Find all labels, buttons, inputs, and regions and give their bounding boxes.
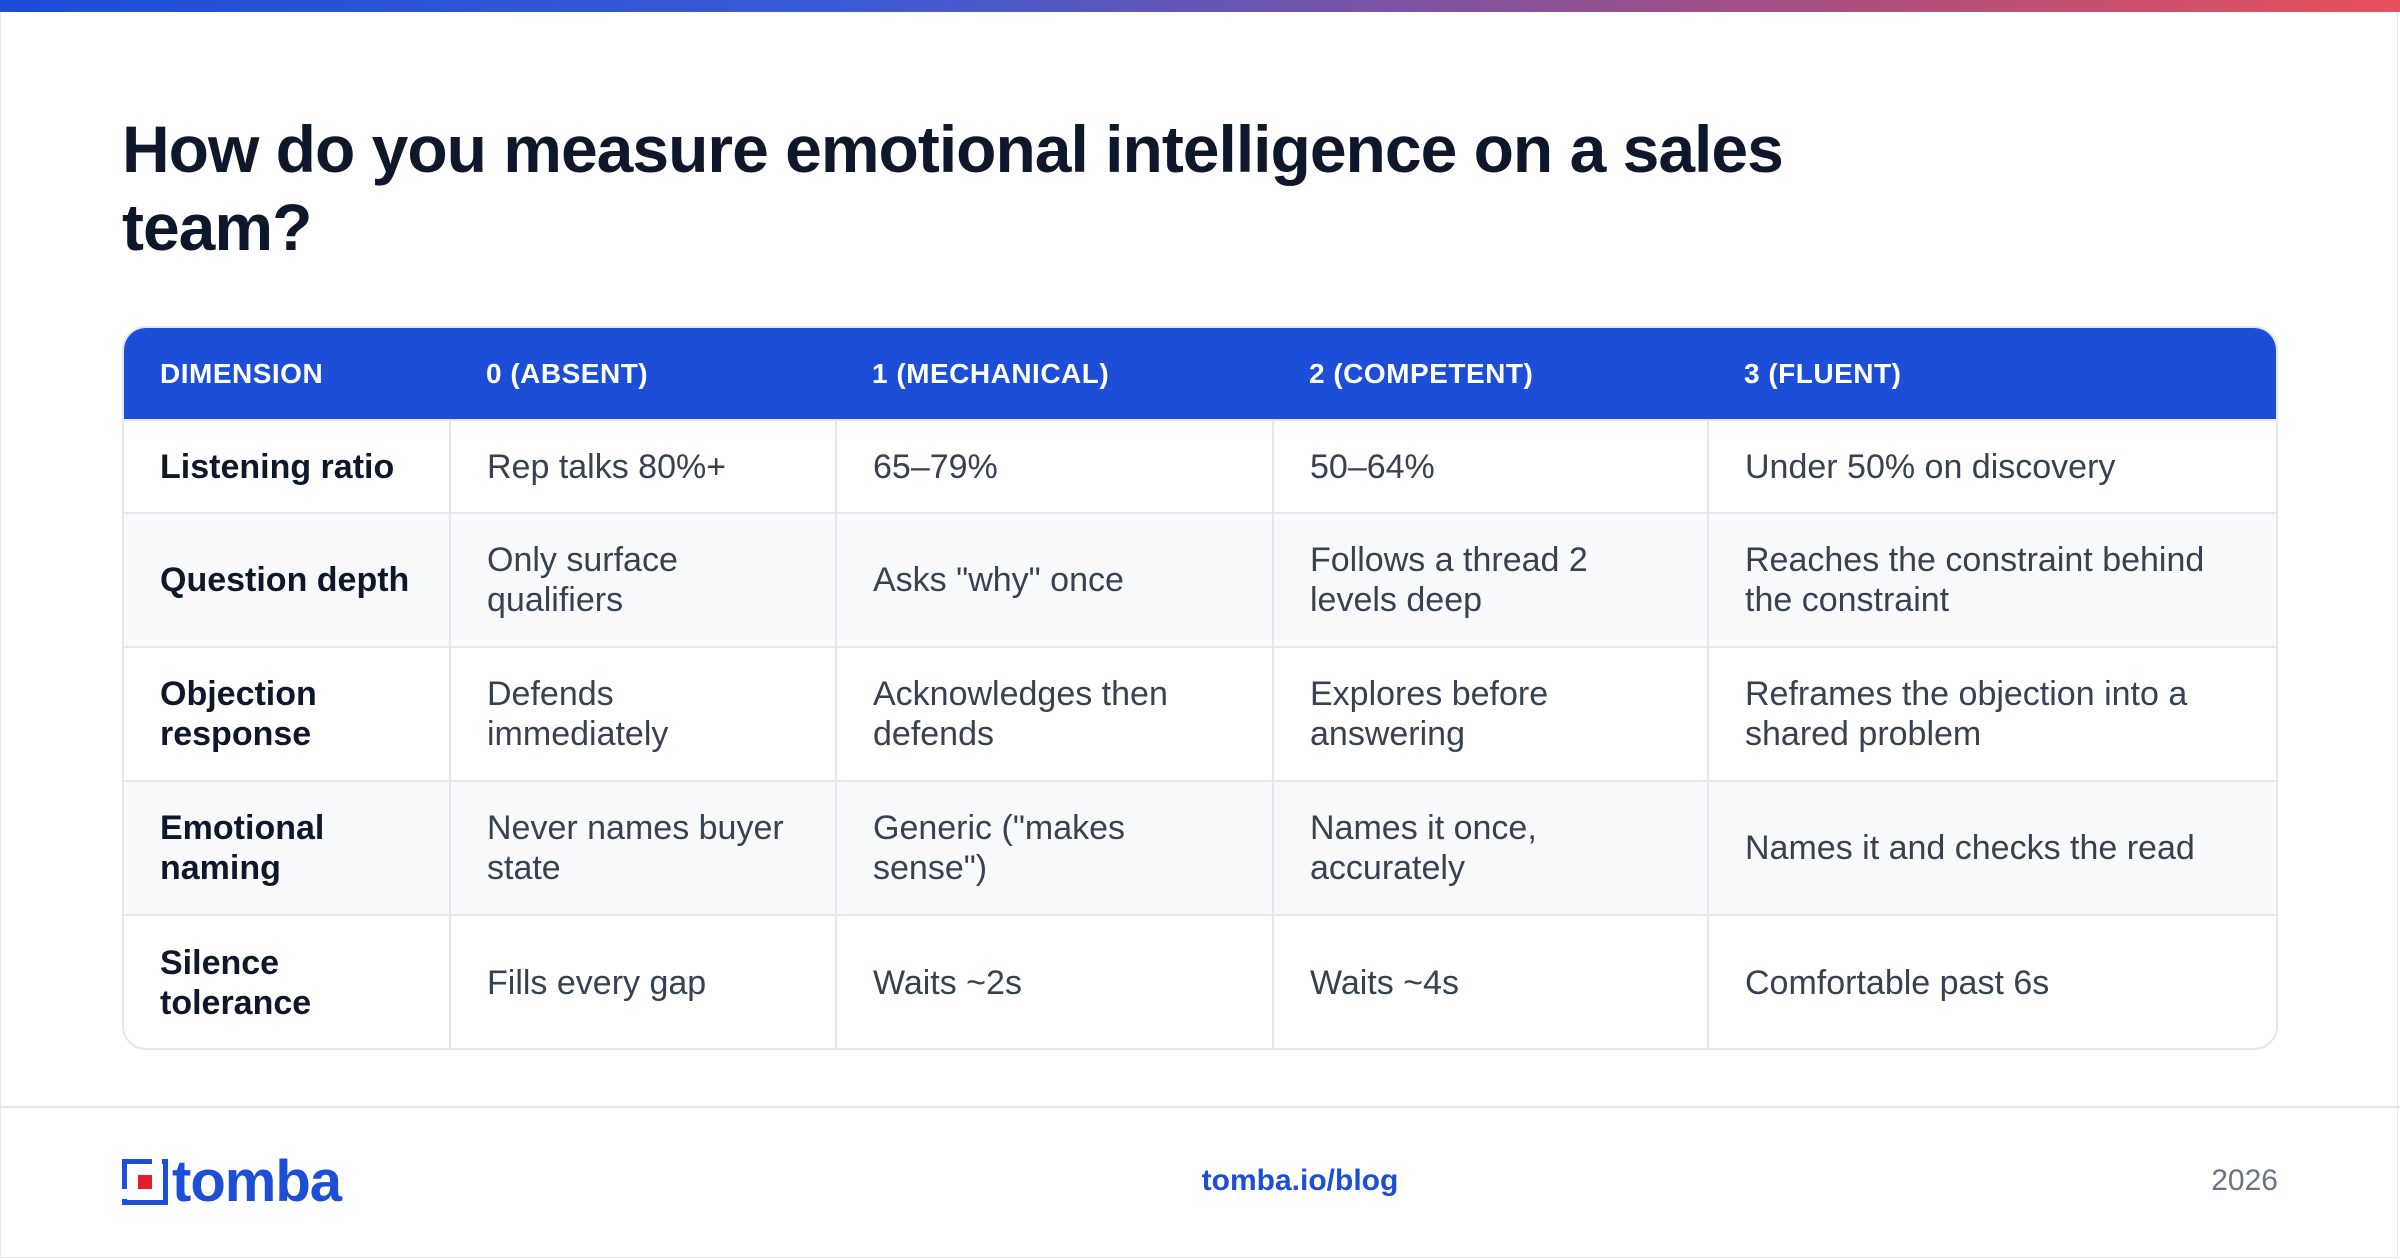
table-row: Silence tolerance Fills every gap Waits … [124, 914, 2276, 1048]
top-gradient-bar [0, 0, 2400, 12]
tomba-logo-mark-icon [122, 1159, 168, 1205]
table-cell: Explores before answering [1273, 646, 1709, 781]
rubric-table: DIMENSION 0 (ABSENT) 1 (MECHANICAL) 2 (C… [122, 326, 2278, 1050]
footer-year: 2026 [2211, 1164, 2278, 1197]
logo-wordmark: tomba [172, 1149, 342, 1214]
tomba-logo: tomba [122, 1149, 342, 1214]
table-cell: Names it once, accurately [1273, 780, 1709, 915]
page-title: How do you measure emotional intelligenc… [122, 112, 1784, 264]
table-cell: Waits ~2s [836, 914, 1274, 1048]
blog-link[interactable]: tomba.io/blog [1201, 1164, 1399, 1197]
table-cell: Reaches the constraint behind the constr… [1708, 512, 2276, 647]
table-cell: Never names buyer state [450, 780, 837, 915]
table-cell: Acknowledges then defends [836, 646, 1274, 781]
table-cell: Follows a thread 2 levels deep [1273, 512, 1709, 647]
row-dimension: Objection response [124, 646, 451, 781]
table-cell: 50–64% [1273, 419, 1709, 513]
header-level-1: 1 (MECHANICAL) [872, 357, 1110, 389]
footer-divider [0, 1106, 2400, 1108]
table-header-row: DIMENSION 0 (ABSENT) 1 (MECHANICAL) 2 (C… [124, 328, 2276, 420]
table-row: Question depth Only surface qualifiers A… [124, 512, 2276, 647]
table-cell: Fills every gap [450, 914, 837, 1048]
table-cell: Generic ("makes sense") [836, 780, 1274, 915]
header-level-3: 3 (FLUENT) [1744, 357, 1902, 389]
header-level-0: 0 (ABSENT) [486, 357, 649, 389]
table-row: Listening ratio Rep talks 80%+ 65–79% 50… [124, 419, 2276, 513]
table-cell: 65–79% [836, 419, 1274, 513]
table-cell: Defends immediately [450, 646, 837, 781]
table-cell: Names it and checks the read [1708, 780, 2276, 915]
table-cell: Only surface qualifiers [450, 512, 837, 647]
table-cell: Reframes the objection into a shared pro… [1708, 646, 2276, 781]
table-cell: Comfortable past 6s [1708, 914, 2276, 1048]
table-cell: Rep talks 80%+ [450, 419, 837, 513]
table-cell: Under 50% on discovery [1708, 419, 2276, 513]
table-cell: Waits ~4s [1273, 914, 1709, 1048]
table-row: Emotional naming Never names buyer state… [124, 780, 2276, 915]
row-dimension: Silence tolerance [124, 914, 451, 1048]
row-dimension: Emotional naming [124, 780, 451, 915]
table-cell: Asks "why" once [836, 512, 1274, 647]
row-dimension: Question depth [124, 512, 451, 647]
header-dimension: DIMENSION [160, 357, 324, 389]
table-row: Objection response Defends immediately A… [124, 646, 2276, 781]
row-dimension: Listening ratio [124, 419, 451, 513]
header-level-2: 2 (COMPETENT) [1309, 357, 1534, 389]
